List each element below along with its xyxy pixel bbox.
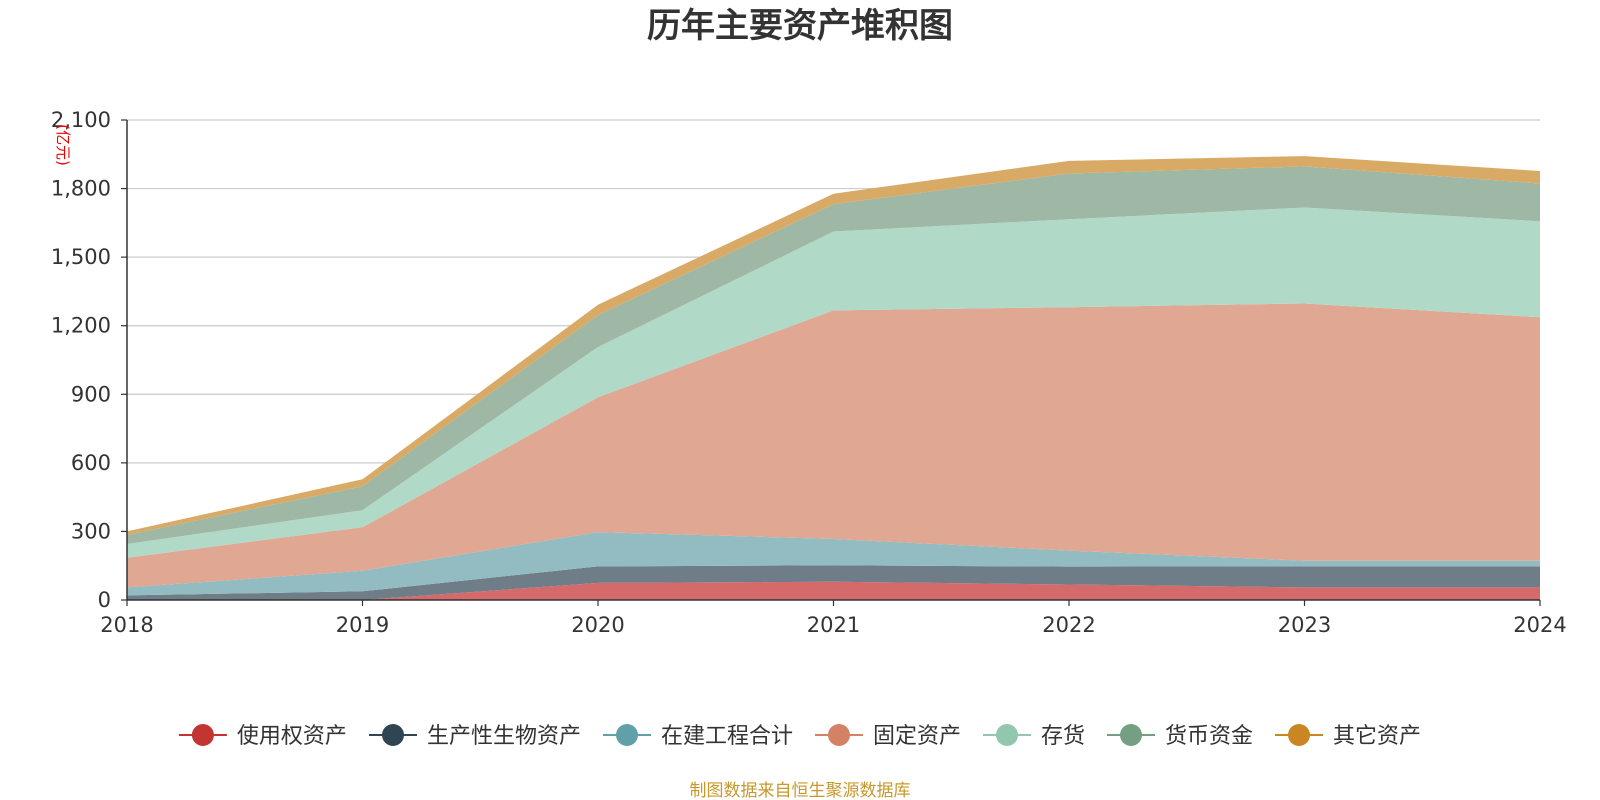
legend-item[interactable]: 其它资产: [1275, 724, 1421, 749]
axes: [121, 119, 1541, 606]
tick-labels: 0 300 600 900 1,200 1,500 1,800 2,100 2018 2019 20…: [51, 108, 1567, 637]
legend-label: 固定资产: [873, 724, 961, 749]
y-tick-label: 600: [71, 451, 111, 475]
area-series-1: [127, 581, 1540, 600]
legend-item[interactable]: 固定资产: [815, 724, 961, 749]
legend-marker: [1120, 724, 1142, 746]
area-series-2: [127, 565, 1540, 600]
y-tick-label: 1,800: [51, 177, 111, 201]
chart-title: 历年主要资产堆积图: [647, 6, 953, 46]
y-tick-label: 900: [71, 382, 111, 406]
legend-label: 货币资金: [1165, 724, 1253, 749]
y-tick-label: 2,100: [51, 108, 111, 132]
legend-marker: [1288, 724, 1310, 746]
legend-marker: [996, 724, 1018, 746]
legend-label: 其它资产: [1333, 724, 1421, 749]
legend-label: 在建工程合计: [661, 724, 793, 749]
x-tick-label: 2019: [336, 613, 389, 637]
legend-item[interactable]: 在建工程合计: [603, 724, 793, 749]
legend: 使用权资产 生产性生物资产 在建工程合计 固定资产 存货 货币资金 其它资产: [178, 724, 1421, 749]
x-tick-label: 2023: [1278, 613, 1331, 637]
x-tick-label: 2018: [100, 613, 153, 637]
x-tick-label: 2020: [571, 613, 624, 637]
y-tick-label: 300: [71, 519, 111, 543]
y-tick-label: 1,200: [51, 314, 111, 338]
legend-label: 存货: [1041, 724, 1085, 749]
legend-item[interactable]: 生产性生物资产: [369, 724, 581, 749]
legend-item[interactable]: 货币资金: [1107, 724, 1253, 749]
legend-marker: [828, 724, 850, 746]
area-series-6: [127, 166, 1540, 544]
y-axis-unit-label: (亿元): [54, 124, 72, 166]
legend-item[interactable]: 存货: [983, 724, 1085, 749]
source-note: 制图数据来自恒生聚源数据库: [690, 781, 911, 800]
legend-label: 使用权资产: [237, 724, 347, 749]
y-tick-label: 0: [98, 588, 111, 612]
legend-marker: [382, 724, 404, 746]
legend-item[interactable]: 使用权资产: [178, 724, 347, 749]
area-series-4: [127, 303, 1540, 588]
legend-label: 生产性生物资产: [427, 724, 581, 749]
legend-marker: [616, 724, 638, 746]
area-series-5: [127, 207, 1540, 558]
series-areas: [127, 156, 1540, 600]
x-tick-label: 2021: [807, 613, 860, 637]
y-tick-label: 1,500: [51, 245, 111, 269]
x-tick-label: 2022: [1042, 613, 1095, 637]
legend-marker: [191, 724, 214, 746]
area-series-3: [127, 532, 1540, 596]
x-tick-label: 2024: [1513, 613, 1566, 637]
